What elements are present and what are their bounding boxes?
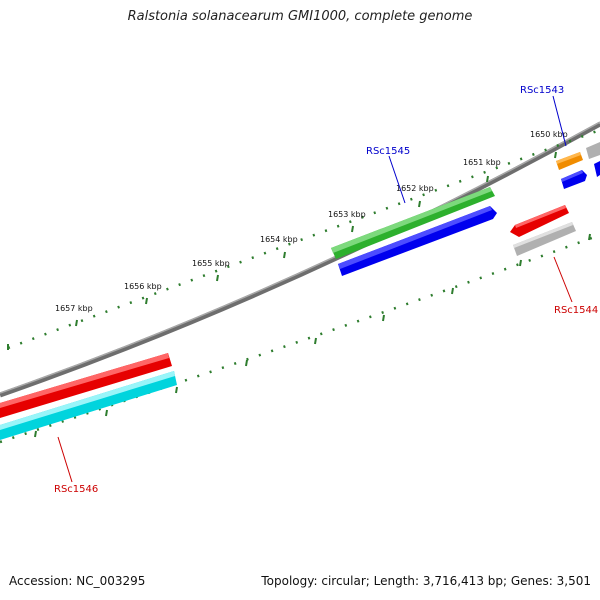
tick-label: 1651 kbp bbox=[463, 158, 501, 167]
gene-gray-right[interactable] bbox=[513, 222, 576, 256]
gene-rsc1546-red[interactable] bbox=[0, 353, 172, 418]
gene-label-rsc1543[interactable]: RSc1543 bbox=[520, 85, 564, 96]
tick-label: 1653 kbp bbox=[328, 210, 366, 219]
gene-rsc1545-blue[interactable] bbox=[338, 206, 497, 276]
gene-rsc1544-red[interactable] bbox=[510, 205, 569, 237]
label-pointer bbox=[553, 256, 573, 303]
gene-gray-edge-top[interactable] bbox=[586, 142, 600, 159]
gene-rsc1543-blue[interactable] bbox=[561, 170, 587, 189]
tick-label: 1652 kbp bbox=[396, 184, 434, 193]
outer-major-ticks bbox=[7, 151, 557, 350]
outer-tick-track bbox=[7, 128, 600, 350]
label-pointer bbox=[552, 95, 567, 147]
tick-label: 1654 kbp bbox=[260, 235, 298, 244]
accession-text: Accession: NC_003295 bbox=[9, 574, 146, 588]
tick-label: 1656 kbp bbox=[124, 282, 162, 291]
gene-label-rsc1546[interactable]: RSc1546 bbox=[54, 484, 98, 495]
gene-blue-edge[interactable] bbox=[594, 161, 600, 177]
inner-major-ticks bbox=[34, 233, 591, 438]
label-pointer bbox=[388, 155, 406, 204]
tick-label: 1657 kbp bbox=[55, 304, 93, 313]
gene-cyan-feature[interactable] bbox=[0, 371, 177, 440]
genome-stats-text: Topology: circular; Length: 3,716,413 bp… bbox=[261, 574, 591, 588]
label-pointer bbox=[57, 436, 73, 483]
genome-backbone-highlight bbox=[0, 121, 600, 394]
gene-label-rsc1544[interactable]: RSc1544 bbox=[554, 305, 598, 316]
gene-label-rsc1545[interactable]: RSc1545 bbox=[366, 146, 410, 157]
map-title: Ralstonia solanacearum GMI1000, complete… bbox=[127, 9, 473, 24]
genome-backbone bbox=[0, 121, 600, 398]
tick-label: 1655 kbp bbox=[192, 259, 230, 268]
tick-label: 1650 kbp bbox=[530, 130, 568, 139]
gene-rsc1543-orange[interactable] bbox=[556, 152, 583, 170]
gene-green-feature[interactable] bbox=[331, 187, 495, 259]
